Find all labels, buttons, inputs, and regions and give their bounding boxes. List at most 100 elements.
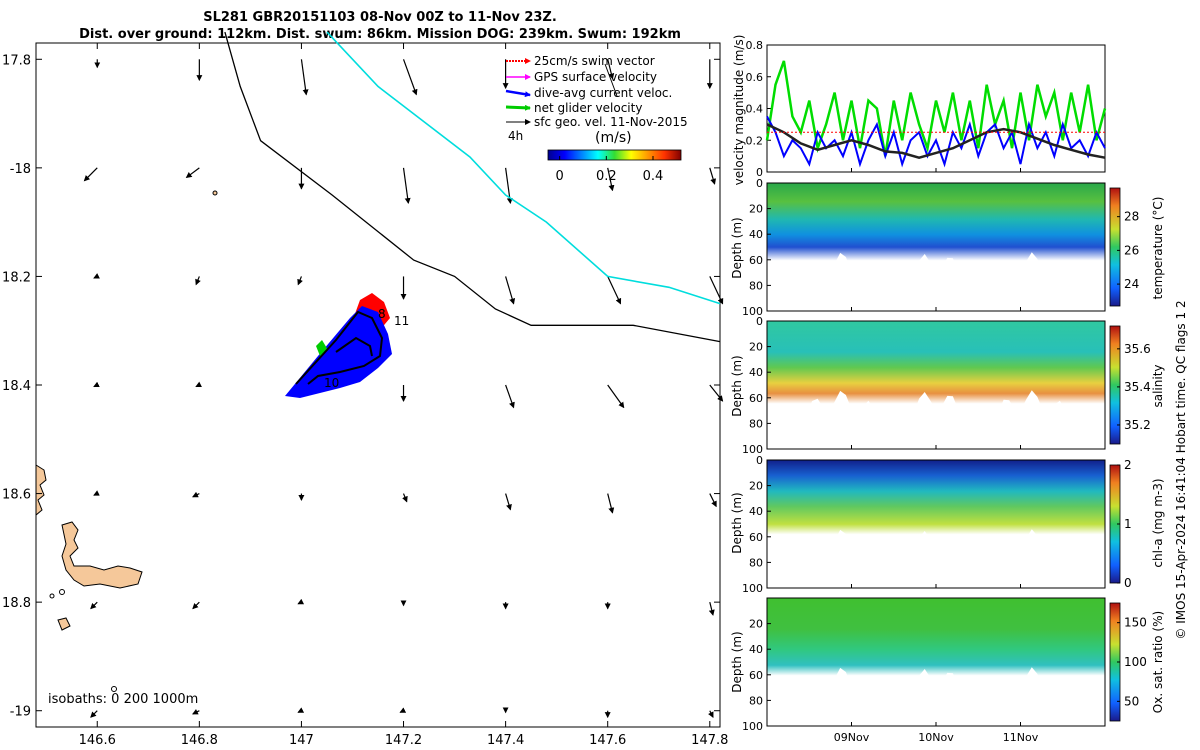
oxygen-ytick-label: 40 bbox=[749, 643, 763, 656]
current-vector bbox=[402, 59, 418, 96]
current-vector bbox=[195, 381, 202, 388]
map-content: 8 11 10 bbox=[35, 31, 724, 719]
temperature-ytick-label: 20 bbox=[749, 203, 763, 216]
figure-title-line1: SL281 GBR20151103 08-Nov 00Z to 11-Nov 2… bbox=[203, 10, 557, 25]
time-xtick-label: 11Nov bbox=[1003, 731, 1039, 744]
islet bbox=[111, 686, 117, 692]
oxygen-panel: 20 40 60 80 100 50 100 150 bbox=[742, 597, 1147, 733]
isobath-1000m bbox=[326, 31, 721, 305]
current-vector bbox=[709, 167, 717, 185]
velocity-ytick-label: 0 bbox=[756, 166, 763, 179]
chla-ytick-label: 40 bbox=[749, 505, 763, 518]
salinity-panel: 0 20 40 60 80 100 35.2 35.4 35.6 bbox=[742, 315, 1151, 456]
chla-colorbar-tick-label: 1 bbox=[1124, 517, 1132, 531]
oxygen-ytick-label: 60 bbox=[749, 669, 763, 682]
current-vector bbox=[402, 167, 411, 205]
current-vector bbox=[709, 384, 724, 402]
salinity-colorbar bbox=[1109, 325, 1121, 445]
current-vector bbox=[607, 493, 615, 514]
track-label: 11 bbox=[394, 314, 409, 328]
current-vector bbox=[93, 273, 100, 279]
current-vector bbox=[300, 59, 309, 96]
chla-colorbar-tick-label: 2 bbox=[1124, 458, 1132, 472]
right-panels: 00.20.40.60.8020406080100242628020406080… bbox=[742, 39, 1151, 744]
map-xtick-label: 147.4 bbox=[487, 733, 524, 748]
salinity-colorbar-tick-label: 35.4 bbox=[1124, 380, 1151, 394]
current-vector bbox=[505, 493, 512, 511]
current-vector bbox=[195, 276, 201, 286]
chla-colorbar-label: chl-a (mg m-3) bbox=[1151, 478, 1165, 568]
chla-section bbox=[767, 460, 1105, 564]
current-vector bbox=[90, 710, 98, 718]
salinity-colorbar-tick-label: 35.2 bbox=[1124, 418, 1151, 432]
current-vector bbox=[402, 493, 408, 503]
oxygen-ytick-label: 80 bbox=[749, 694, 763, 707]
map-legend: 25cm/s swim vector GPS surface velocity … bbox=[505, 54, 688, 184]
chla-ytick-label: 0 bbox=[756, 454, 763, 467]
temperature-ytick-label: 80 bbox=[749, 279, 763, 292]
chla-ytick-label: 100 bbox=[742, 582, 763, 595]
salinity-colorbar-tick-label: 35.6 bbox=[1124, 342, 1151, 356]
salinity-ytick-label: 100 bbox=[742, 443, 763, 456]
islet bbox=[49, 593, 55, 599]
map-colorbar-tick-label: 0 bbox=[556, 169, 564, 184]
oxygen-ytick-label: 100 bbox=[742, 720, 763, 733]
current-vector bbox=[192, 491, 200, 498]
current-vector bbox=[708, 710, 714, 719]
islet bbox=[59, 589, 65, 595]
map-xtick-label: 147.2 bbox=[385, 733, 422, 748]
velocity-ytick-label: 0.2 bbox=[746, 134, 764, 147]
map-ytick-label: -18 bbox=[10, 162, 31, 177]
map-ytick-label: 18.4 bbox=[2, 379, 31, 394]
salinity-ytick-label: 80 bbox=[749, 417, 763, 430]
isobaths-label: isobaths: 0 200 1000m bbox=[48, 692, 198, 707]
current-vector bbox=[83, 167, 98, 182]
oxygen-ytick-label: 20 bbox=[749, 618, 763, 631]
temperature-ytick-label: 60 bbox=[749, 254, 763, 267]
islet bbox=[212, 190, 218, 196]
oxygen-colorbar-tick-label: 50 bbox=[1124, 694, 1139, 708]
temp-ylabel: Depth (m) bbox=[730, 217, 744, 279]
salinity-ytick-label: 40 bbox=[749, 366, 763, 379]
current-vector bbox=[505, 384, 515, 409]
salinity-ytick-label: 0 bbox=[756, 315, 763, 328]
current-vector bbox=[185, 167, 200, 179]
map-colorbar bbox=[547, 149, 682, 161]
temperature-colorbar bbox=[1109, 187, 1121, 307]
map-xtick-label: 146.8 bbox=[181, 733, 218, 748]
current-vector bbox=[297, 707, 305, 713]
map-colorbar-tick-label: 0.2 bbox=[596, 169, 617, 184]
current-vector-patch bbox=[285, 306, 392, 398]
chla-ylabel: Depth (m) bbox=[730, 492, 744, 554]
legend-gps-velocity: GPS surface velocity bbox=[534, 70, 657, 84]
chla-ytick-label: 20 bbox=[749, 480, 763, 493]
map-axes: 146.6 146.8 147 147.2 147.4 147.6 147.8 17.8 -18… bbox=[2, 43, 728, 748]
map-xtick-label: 147.6 bbox=[589, 733, 626, 748]
oxygen-section bbox=[767, 598, 1105, 702]
chla-ytick-label: 60 bbox=[749, 531, 763, 544]
chla-colorbar-tick-label: 0 bbox=[1124, 576, 1132, 590]
time-xtick-label: 10Nov bbox=[918, 731, 954, 744]
velocity-ytick-label: 0.8 bbox=[746, 39, 764, 52]
velocity-ytick-label: 0.6 bbox=[746, 71, 764, 84]
velocity-line-sfc bbox=[766, 123, 1106, 159]
ox-colorbar-label: Ox. sat. ratio (%) bbox=[1151, 610, 1165, 714]
legend-sfc-geo: sfc geo. vel. 11-Nov-2015 bbox=[534, 115, 688, 129]
current-vector bbox=[708, 601, 715, 616]
temperature-ytick-label: 100 bbox=[742, 305, 763, 318]
glider-track bbox=[295, 310, 384, 385]
temp-colorbar-label: temperature (°C) bbox=[1151, 196, 1165, 300]
sal-colorbar-label: salinity bbox=[1151, 364, 1165, 408]
chla-ytick-label: 80 bbox=[749, 556, 763, 569]
legend-swim-vector: 25cm/s swim vector bbox=[534, 54, 655, 68]
salinity-ytick-label: 20 bbox=[749, 341, 763, 354]
map-ytick-label: 18.2 bbox=[2, 270, 31, 285]
ox-ylabel: Depth (m) bbox=[730, 631, 744, 693]
current-vector bbox=[90, 601, 98, 610]
map-ytick-label: -19 bbox=[10, 705, 31, 720]
map-ytick-label: 18.6 bbox=[2, 488, 31, 503]
temperature-ytick-label: 40 bbox=[749, 228, 763, 241]
legend-net-velocity: net glider velocity bbox=[534, 101, 642, 115]
current-vector bbox=[607, 384, 625, 409]
